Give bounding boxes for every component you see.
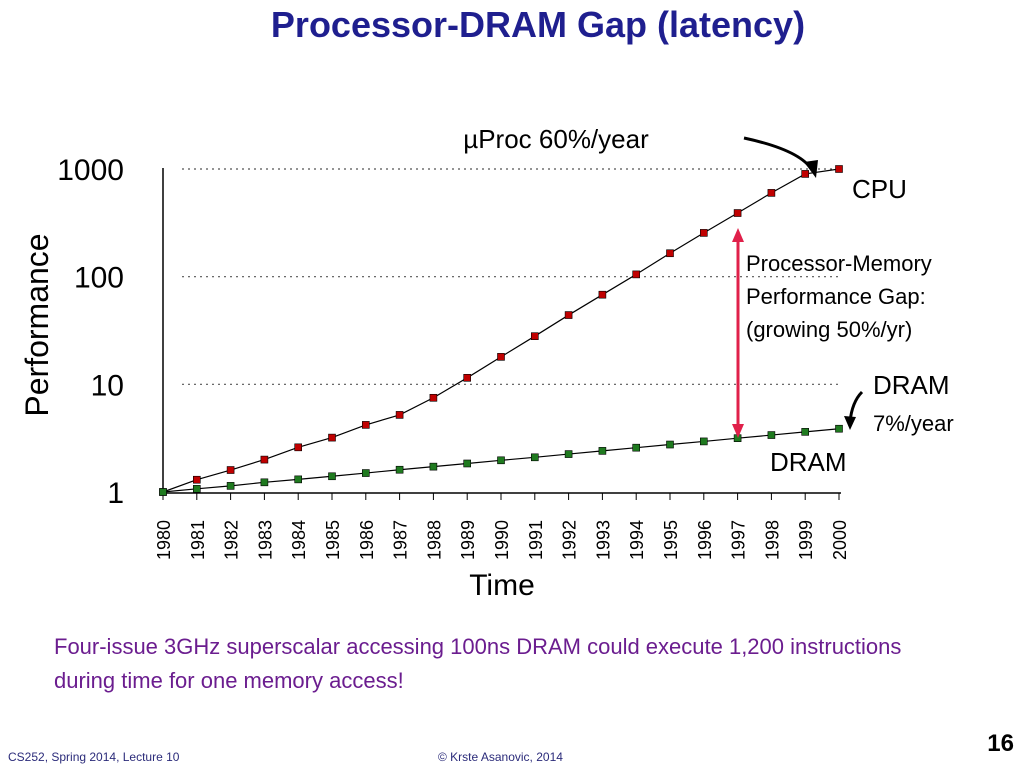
cpu-data-point — [699, 229, 708, 237]
x-tick-label: 1997 — [729, 520, 749, 560]
cpu-data-point — [463, 373, 472, 382]
cpu-data-point — [598, 290, 607, 299]
dram-data-point — [361, 469, 370, 477]
y-tick-label: 1 — [107, 477, 124, 510]
dram-data-point — [193, 485, 201, 493]
dram-data-point — [564, 450, 573, 458]
cpu-data-point — [564, 311, 573, 319]
dram-data-point — [294, 475, 303, 484]
cpu-data-point — [395, 411, 404, 419]
dram-data-point — [530, 453, 539, 462]
dram-series-label: DRAM — [770, 447, 847, 477]
axes — [162, 168, 841, 494]
dram-data-point — [666, 440, 674, 449]
cpu-data-point — [497, 353, 505, 361]
dram-data-point — [429, 462, 438, 471]
dram-data-point — [801, 428, 810, 436]
page-number: 16 — [987, 730, 1014, 757]
x-tick-label: 1988 — [424, 520, 444, 560]
dram-data-point — [598, 447, 607, 455]
x-tick-label: 1998 — [762, 520, 782, 560]
x-tick-label: 1996 — [695, 520, 715, 560]
x-tick-label: 1982 — [222, 520, 242, 560]
dram-data-point — [395, 465, 404, 474]
x-tick-label: 1984 — [289, 520, 309, 560]
footer-course: CS252, Spring 2014, Lecture 10 — [8, 750, 180, 764]
cpu-data-point — [193, 475, 201, 484]
gridlines — [182, 168, 840, 385]
cpu-data-point — [767, 189, 776, 197]
cpu-rate-label: µProc 60%/year — [463, 124, 649, 154]
dram-data-point — [497, 456, 505, 465]
y-tick-labels: 1 10 100 1000 — [57, 154, 124, 510]
cpu-data-point — [361, 421, 370, 429]
dram-rate-name: DRAM — [873, 370, 950, 400]
gap-arrowhead-top — [732, 228, 744, 242]
dram-data-point — [463, 459, 472, 468]
cpu-data-point — [260, 455, 269, 464]
cpu-data-point — [801, 170, 810, 178]
x-tick-label: 1983 — [255, 520, 275, 560]
gap-label-line1: Processor-Memory — [746, 251, 932, 276]
x-tick-label: 1992 — [560, 520, 580, 560]
dram-data-point — [699, 437, 708, 446]
x-tick-label: 1991 — [526, 520, 546, 560]
dram-data-point — [226, 482, 235, 490]
cpu-data-point — [429, 393, 438, 402]
x-axis-title: Time — [469, 569, 535, 602]
cpu-data-point — [632, 270, 641, 279]
dram-data-point — [328, 472, 336, 481]
cpu-data-point — [835, 165, 843, 173]
x-tick-label: 1980 — [154, 520, 174, 560]
dram-rate-arrowhead — [844, 416, 856, 430]
gap-label-line2: Performance Gap: — [746, 284, 926, 309]
x-tick-label: 1985 — [323, 520, 343, 560]
dram-data-point — [632, 443, 641, 452]
x-tick-label: 1987 — [391, 520, 411, 560]
dram-data-point — [835, 424, 843, 433]
cpu-rate-arrowhead — [804, 160, 818, 178]
x-ticks: 1980 1981 1982 1983 1984 1985 1986 1987 1988 1989… — [154, 493, 850, 560]
y-tick-label: 10 — [91, 369, 124, 402]
x-tick-label: 1981 — [188, 520, 208, 560]
cpu-data-point — [733, 209, 742, 217]
gap-label-line3: (growing 50%/yr) — [746, 317, 912, 342]
series — [159, 165, 843, 496]
x-tick-label: 1993 — [593, 520, 613, 560]
footer-copyright: © Krste Asanovic, 2014 — [438, 750, 563, 764]
cpu-data-point — [328, 433, 336, 442]
y-axis-title: Performance — [19, 233, 55, 416]
x-tick-label: 1999 — [796, 520, 816, 560]
cpu-series-label: CPU — [852, 174, 907, 204]
x-tick-label: 1986 — [357, 520, 377, 560]
dram-rate-label: 7%/year — [873, 411, 954, 436]
x-tick-label: 2000 — [830, 520, 850, 560]
x-tick-label: 1989 — [458, 520, 478, 560]
cpu-data-point — [294, 443, 303, 452]
dram-data-point — [159, 488, 167, 496]
y-tick-label: 1000 — [57, 154, 124, 187]
y-tick-label: 100 — [74, 262, 124, 295]
cpu-data-point — [666, 249, 674, 258]
x-tick-label: 1994 — [627, 520, 647, 560]
slide-note: Four-issue 3GHz superscalar accessing 10… — [54, 634, 902, 693]
dram-data-point — [260, 478, 269, 487]
cpu-data-point — [226, 466, 235, 474]
x-tick-label: 1995 — [661, 520, 681, 560]
x-tick-label: 1990 — [492, 520, 512, 560]
gap-arrowhead-bottom — [732, 424, 744, 438]
cpu-rate-arrow — [743, 136, 814, 171]
cpu-data-point — [530, 332, 539, 340]
slide-title: Processor-DRAM Gap (latency) — [270, 4, 806, 45]
dram-data-point — [767, 431, 776, 439]
